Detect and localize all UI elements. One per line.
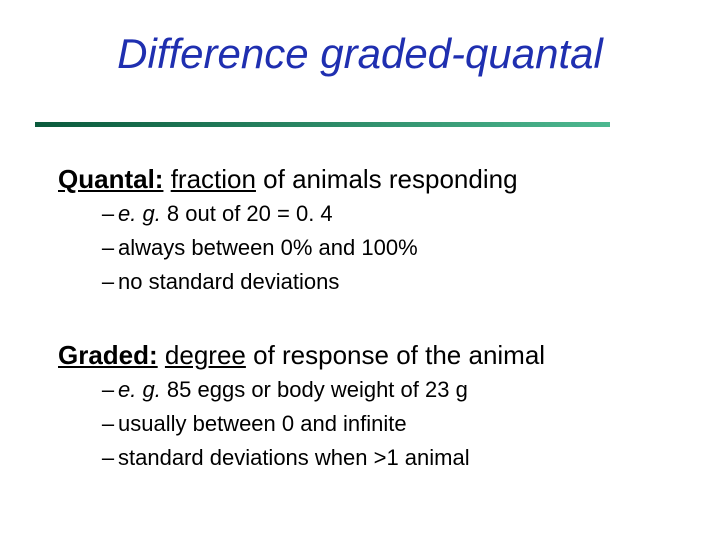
bullet-item: –always between 0% and 100% <box>98 235 680 261</box>
dash-icon: – <box>98 269 118 295</box>
graded-lead-rest: of response of the animal <box>246 340 545 370</box>
bullet-italic-prefix: e. g. <box>118 377 161 402</box>
bullet-rest: no standard deviations <box>118 269 339 294</box>
graded-bullets: –e. g. 85 eggs or body weight of 23 g–us… <box>98 377 680 471</box>
bullet-text: standard deviations when >1 animal <box>118 445 470 471</box>
bullet-rest: standard deviations when >1 animal <box>118 445 470 470</box>
bullet-rest: usually between 0 and infinite <box>118 411 407 436</box>
dash-icon: – <box>98 235 118 261</box>
dash-icon: – <box>98 201 118 227</box>
slide: Difference graded-quantal Quantal: fract… <box>0 0 720 540</box>
section-graded: Graded: degree of response of the animal… <box>58 340 680 479</box>
bullet-item: –standard deviations when >1 animal <box>98 445 680 471</box>
quantal-lead-rest: of animals responding <box>256 164 518 194</box>
bullet-item: –usually between 0 and infinite <box>98 411 680 437</box>
quantal-lead: Quantal: fraction of animals responding <box>58 164 680 195</box>
dash-icon: – <box>98 411 118 437</box>
bullet-item: –e. g. 8 out of 20 = 0. 4 <box>98 201 680 227</box>
bullet-text: always between 0% and 100% <box>118 235 418 261</box>
dash-icon: – <box>98 377 118 403</box>
bullet-item: –e. g. 85 eggs or body weight of 23 g <box>98 377 680 403</box>
quantal-bullets: –e. g. 8 out of 20 = 0. 4–always between… <box>98 201 680 295</box>
quantal-underlined-word: fraction <box>171 164 256 194</box>
bullet-text: usually between 0 and infinite <box>118 411 407 437</box>
space <box>158 340 165 370</box>
bullet-text: no standard deviations <box>118 269 339 295</box>
bullet-item: –no standard deviations <box>98 269 680 295</box>
bullet-rest: 8 out of 20 = 0. 4 <box>161 201 333 226</box>
bullet-text: e. g. 85 eggs or body weight of 23 g <box>118 377 468 403</box>
bullet-text: e. g. 8 out of 20 = 0. 4 <box>118 201 333 227</box>
quantal-label: Quantal: <box>58 164 163 194</box>
section-quantal: Quantal: fraction of animals responding … <box>58 164 680 303</box>
graded-underlined-word: degree <box>165 340 246 370</box>
bullet-rest: 85 eggs or body weight of 23 g <box>161 377 468 402</box>
slide-title: Difference graded-quantal <box>0 30 720 78</box>
title-underline-rule <box>35 122 610 127</box>
dash-icon: – <box>98 445 118 471</box>
bullet-rest: always between 0% and 100% <box>118 235 418 260</box>
space <box>163 164 170 194</box>
bullet-italic-prefix: e. g. <box>118 201 161 226</box>
graded-label: Graded: <box>58 340 158 370</box>
graded-lead: Graded: degree of response of the animal <box>58 340 680 371</box>
